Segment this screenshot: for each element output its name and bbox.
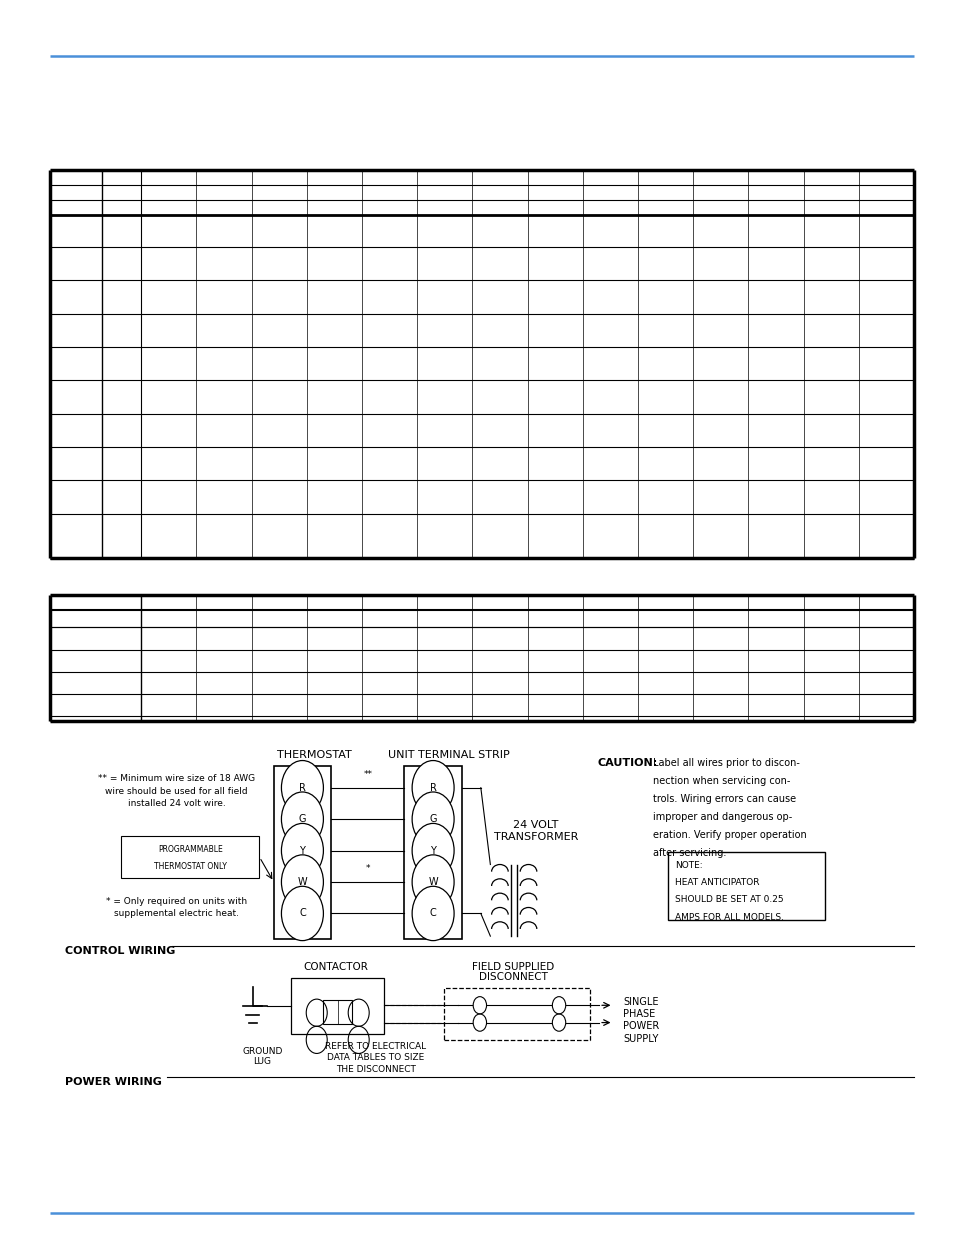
Text: PHASE: PHASE (622, 1009, 655, 1019)
Text: C: C (429, 909, 436, 919)
Circle shape (412, 887, 454, 941)
Text: HEAT ANTICIPATOR: HEAT ANTICIPATOR (675, 878, 760, 887)
Circle shape (281, 761, 323, 815)
Text: GROUND: GROUND (242, 1047, 282, 1056)
Text: G: G (298, 814, 306, 824)
Circle shape (281, 792, 323, 846)
Circle shape (412, 824, 454, 878)
Text: TRANSFORMER: TRANSFORMER (494, 832, 578, 842)
Text: DATA TABLES TO SIZE: DATA TABLES TO SIZE (327, 1053, 424, 1062)
Text: wire should be used for all field: wire should be used for all field (105, 787, 248, 795)
Bar (291, 978, 384, 1034)
Text: R: R (298, 783, 306, 793)
Text: DISCONNECT: DISCONNECT (478, 972, 547, 982)
Text: installed 24 volt wire.: installed 24 volt wire. (128, 799, 225, 808)
Text: G: G (429, 814, 436, 824)
Text: UNIT TERMINAL STRIP: UNIT TERMINAL STRIP (387, 750, 509, 760)
Text: REFER TO ELECTRICAL: REFER TO ELECTRICAL (325, 1042, 426, 1051)
Text: **: ** (363, 771, 372, 779)
Text: ** = Minimum wire size of 18 AWG: ** = Minimum wire size of 18 AWG (98, 774, 254, 783)
Circle shape (281, 824, 323, 878)
Text: THERMOSTAT: THERMOSTAT (277, 750, 352, 760)
Circle shape (412, 761, 454, 815)
Text: SUPPLY: SUPPLY (622, 1034, 658, 1044)
Text: eration. Verify proper operation: eration. Verify proper operation (653, 830, 806, 840)
Circle shape (412, 855, 454, 909)
Bar (443, 988, 589, 1040)
Text: 24 VOLT: 24 VOLT (513, 820, 558, 830)
Text: Y: Y (430, 846, 436, 856)
Text: POWER: POWER (622, 1021, 659, 1031)
Text: * = Only required on units with: * = Only required on units with (106, 897, 247, 905)
Text: THERMOSTAT ONLY: THERMOSTAT ONLY (153, 862, 227, 872)
Bar (667, 852, 824, 920)
Text: R: R (429, 783, 436, 793)
Text: POWER WIRING: POWER WIRING (65, 1077, 162, 1087)
Text: Y: Y (299, 846, 305, 856)
Text: improper and dangerous op-: improper and dangerous op- (653, 813, 792, 823)
Text: SINGLE: SINGLE (622, 997, 658, 1007)
Text: CONTROL WIRING: CONTROL WIRING (65, 946, 175, 956)
Bar (404, 766, 461, 939)
Text: after servicing.: after servicing. (653, 847, 726, 858)
Text: *: * (365, 864, 370, 873)
Circle shape (412, 792, 454, 846)
Circle shape (281, 887, 323, 941)
Text: nection when servicing con-: nection when servicing con- (653, 777, 790, 787)
Text: SHOULD BE SET AT 0.25: SHOULD BE SET AT 0.25 (675, 895, 783, 904)
Text: Label all wires prior to discon-: Label all wires prior to discon- (653, 758, 800, 768)
Text: CONTACTOR: CONTACTOR (303, 962, 368, 972)
Text: PROGRAMMABLE: PROGRAMMABLE (158, 845, 222, 855)
Text: LUG: LUG (253, 1057, 271, 1066)
Bar (274, 766, 331, 939)
Text: W: W (428, 877, 437, 887)
Text: FIELD SUPPLIED: FIELD SUPPLIED (472, 962, 554, 972)
Bar (121, 836, 259, 878)
Text: C: C (298, 909, 306, 919)
Text: AMPS FOR ALL MODELS.: AMPS FOR ALL MODELS. (675, 913, 783, 921)
Bar (323, 1000, 352, 1025)
Text: trols. Wiring errors can cause: trols. Wiring errors can cause (653, 794, 796, 804)
Circle shape (281, 855, 323, 909)
Text: NOTE:: NOTE: (675, 861, 702, 869)
Text: supplemental electric heat.: supplemental electric heat. (113, 909, 239, 918)
Text: CAUTION:: CAUTION: (597, 758, 657, 768)
Text: THE DISCONNECT: THE DISCONNECT (335, 1065, 416, 1073)
Text: W: W (297, 877, 307, 887)
